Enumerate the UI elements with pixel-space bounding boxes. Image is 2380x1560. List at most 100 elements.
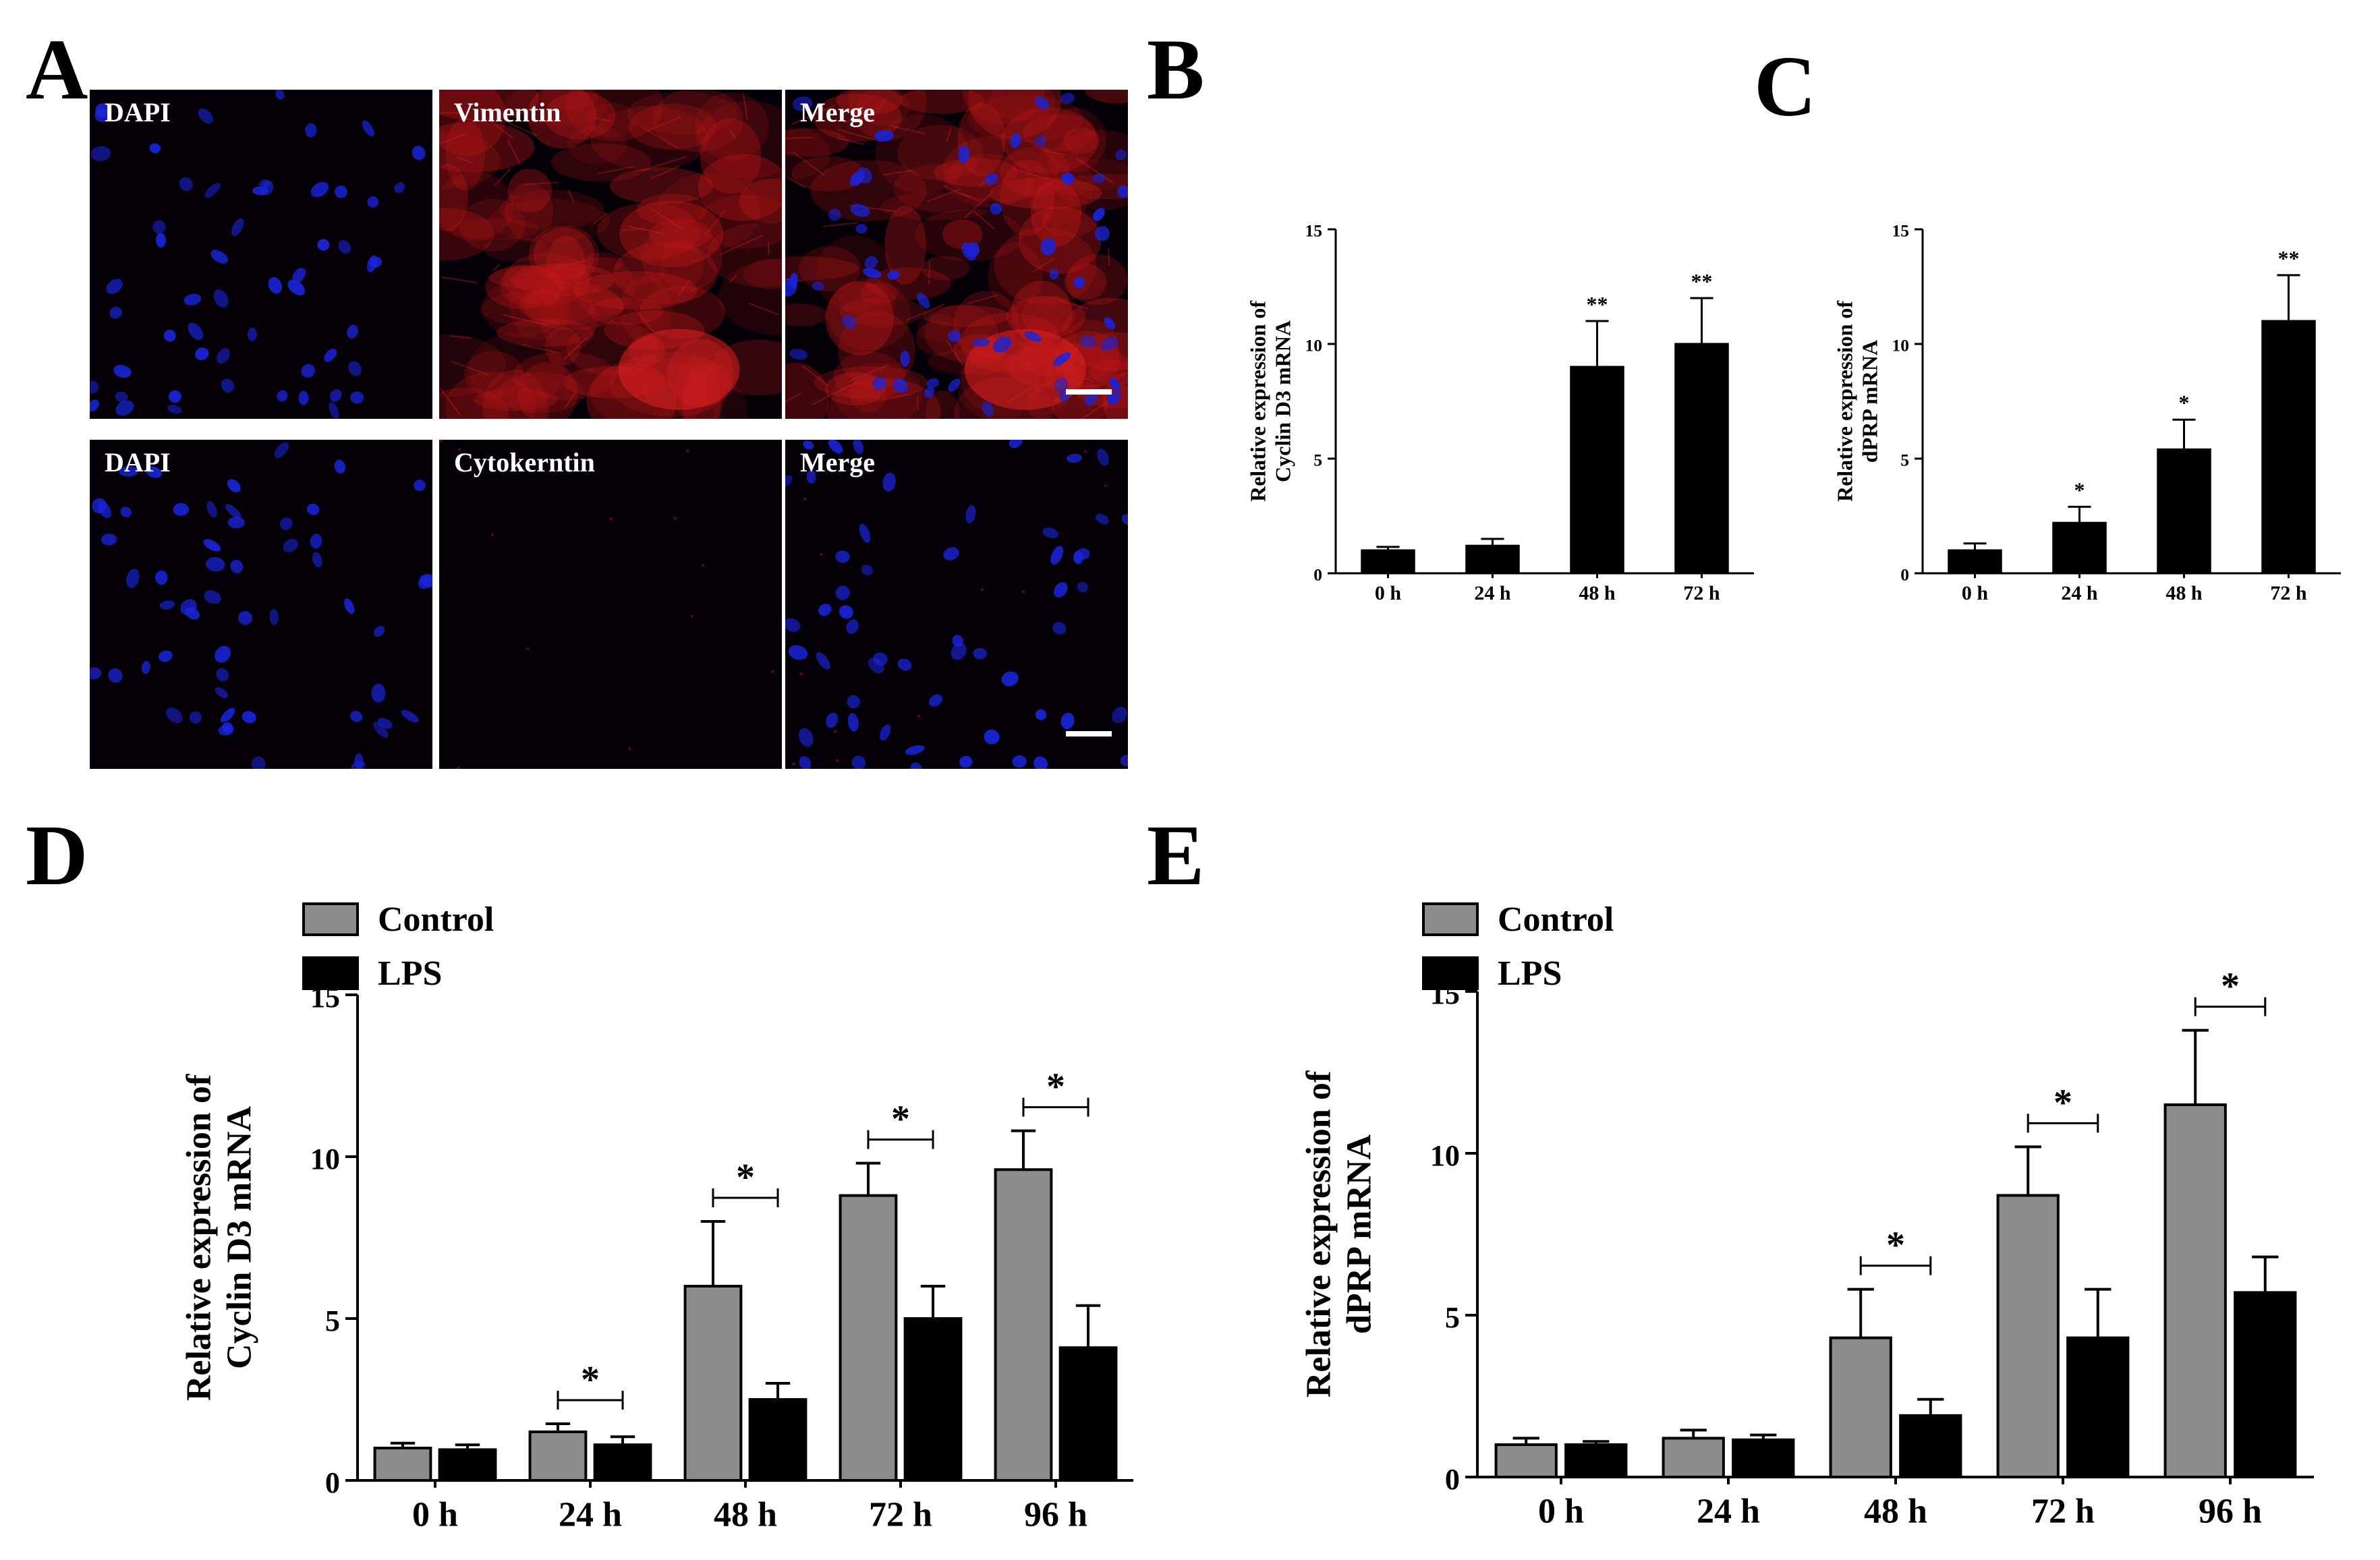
- y-tick-label: 0: [1313, 565, 1322, 585]
- cell-nucleus: [959, 755, 973, 768]
- bar: [1564, 1443, 1628, 1478]
- cell-nucleus: [183, 293, 202, 306]
- cell-nucleus: [928, 694, 942, 707]
- cell-nucleus: [812, 281, 824, 291]
- cell-nucleus: [329, 402, 339, 419]
- cell-nucleus: [188, 322, 204, 341]
- cell-nucleus: [145, 466, 162, 478]
- bar: [1732, 1438, 1795, 1478]
- y-axis-label: Cyclin D3 mRNA: [1270, 320, 1295, 482]
- y-tick-label: 10: [310, 1143, 340, 1176]
- chart-b-cyclin-d3-time: 0 5 10 15 Relative expression of Cyclin D3 mR…: [1246, 221, 1754, 604]
- cell-nucleus: [961, 242, 977, 260]
- significance-marker: **: [2278, 246, 2300, 270]
- cell-nucleus: [238, 610, 253, 625]
- cell-nucleus: [180, 599, 197, 615]
- cell-nucleus: [159, 600, 175, 610]
- bar: [373, 1447, 432, 1482]
- cell-nucleus: [1042, 527, 1058, 538]
- cell-nucleus: [1053, 352, 1071, 366]
- y-tick-label: 5: [1313, 451, 1322, 470]
- significance-marker: *: [2179, 391, 2190, 415]
- cell-nucleus: [943, 547, 959, 560]
- bar: [1465, 544, 1520, 575]
- cell-nucleus: [317, 239, 330, 251]
- cell-nucleus: [948, 330, 961, 343]
- cell-nucleus: [816, 652, 830, 670]
- x-tick-label: 96 h: [1024, 1496, 1087, 1534]
- y-tick-label: 0: [1900, 565, 1909, 585]
- cell-nucleus: [861, 565, 874, 576]
- cell-nucleus: [344, 598, 355, 614]
- bar: [2052, 521, 2107, 575]
- cell-nucleus: [1073, 550, 1083, 565]
- cell-nucleus: [1052, 622, 1067, 635]
- cell-nucleus: [926, 378, 940, 388]
- cell-nucleus: [900, 350, 910, 367]
- cell-nucleus: [992, 336, 1012, 353]
- cell-nucleus: [887, 270, 900, 280]
- cell-nucleus: [274, 442, 289, 459]
- x-tick-label: 24 h: [1474, 582, 1511, 604]
- cell-nucleus: [1034, 96, 1049, 110]
- y-axis-label: Relative expression of: [1246, 301, 1270, 502]
- cell-nucleus: [846, 619, 859, 634]
- cell-nucleus: [839, 605, 853, 619]
- cell-nucleus: [204, 183, 221, 198]
- cell-nucleus: [251, 756, 266, 769]
- micrograph-cytokeratin: Cytokerntin: [439, 440, 782, 769]
- cell-nucleus: [90, 667, 102, 680]
- cell-nucleus: [349, 710, 363, 722]
- cell-nucleus: [225, 504, 242, 519]
- cell-nucleus: [310, 533, 322, 549]
- cell-nucleus: [847, 713, 859, 732]
- cell-nucleus: [113, 365, 132, 378]
- cell-nucleus: [1060, 712, 1075, 730]
- cell-nucleus: [1097, 449, 1109, 466]
- bar: [1662, 1437, 1725, 1479]
- cell-nucleus: [215, 687, 228, 699]
- cell-nucleus: [1109, 378, 1121, 391]
- cell-nucleus: [1009, 440, 1023, 449]
- cell-nucleus: [1094, 226, 1110, 241]
- cell-nucleus: [828, 440, 843, 454]
- bar: [2066, 1336, 2130, 1478]
- cell-nucleus: [283, 538, 298, 552]
- cell-nucleus: [169, 390, 181, 403]
- micrograph-label: DAPI: [105, 97, 171, 127]
- x-tick-label: 24 h: [559, 1496, 622, 1534]
- cell-nucleus: [841, 315, 857, 329]
- cell-nucleus: [868, 658, 884, 674]
- cell-nucleus: [418, 575, 432, 589]
- x-tick-label: 24 h: [2061, 582, 2098, 604]
- cell-nucleus: [301, 364, 315, 378]
- legend-label: LPS: [1498, 954, 1562, 993]
- chart-c-dprp-time: 0 5 10 15 Relative expression of dPRP mRNA 0 h…: [1833, 221, 2341, 604]
- x-tick-label: 48 h: [2165, 582, 2203, 604]
- bar: [683, 1285, 743, 1482]
- cell-nucleus: [351, 761, 366, 769]
- y-tick-label: 5: [1445, 1301, 1460, 1334]
- scale-bar: [1066, 389, 1112, 395]
- cell-nucleus: [785, 618, 801, 633]
- y-axis-label: Relative expression of: [1300, 1070, 1338, 1397]
- cell-nucleus: [195, 347, 209, 361]
- cell-nucleus: [198, 108, 213, 124]
- cell-nucleus: [210, 250, 228, 264]
- x-tick-label: 72 h: [1683, 582, 1720, 604]
- cell-nucleus: [872, 376, 886, 391]
- cell-nucleus: [203, 539, 221, 552]
- x-tick-label: 0 h: [1375, 582, 1402, 604]
- bar: [1361, 549, 1415, 575]
- bar: [1058, 1346, 1118, 1482]
- cell-nucleus: [101, 533, 117, 546]
- cell-nucleus: [152, 220, 166, 234]
- cell-nucleus: [347, 324, 358, 339]
- cell-nucleus: [230, 559, 244, 573]
- cell-nucleus: [855, 223, 868, 234]
- cell-nucleus: [972, 338, 990, 347]
- micrograph-label: Vimentin: [454, 97, 561, 127]
- cell-nucleus: [277, 390, 288, 402]
- cell-nucleus: [401, 710, 419, 722]
